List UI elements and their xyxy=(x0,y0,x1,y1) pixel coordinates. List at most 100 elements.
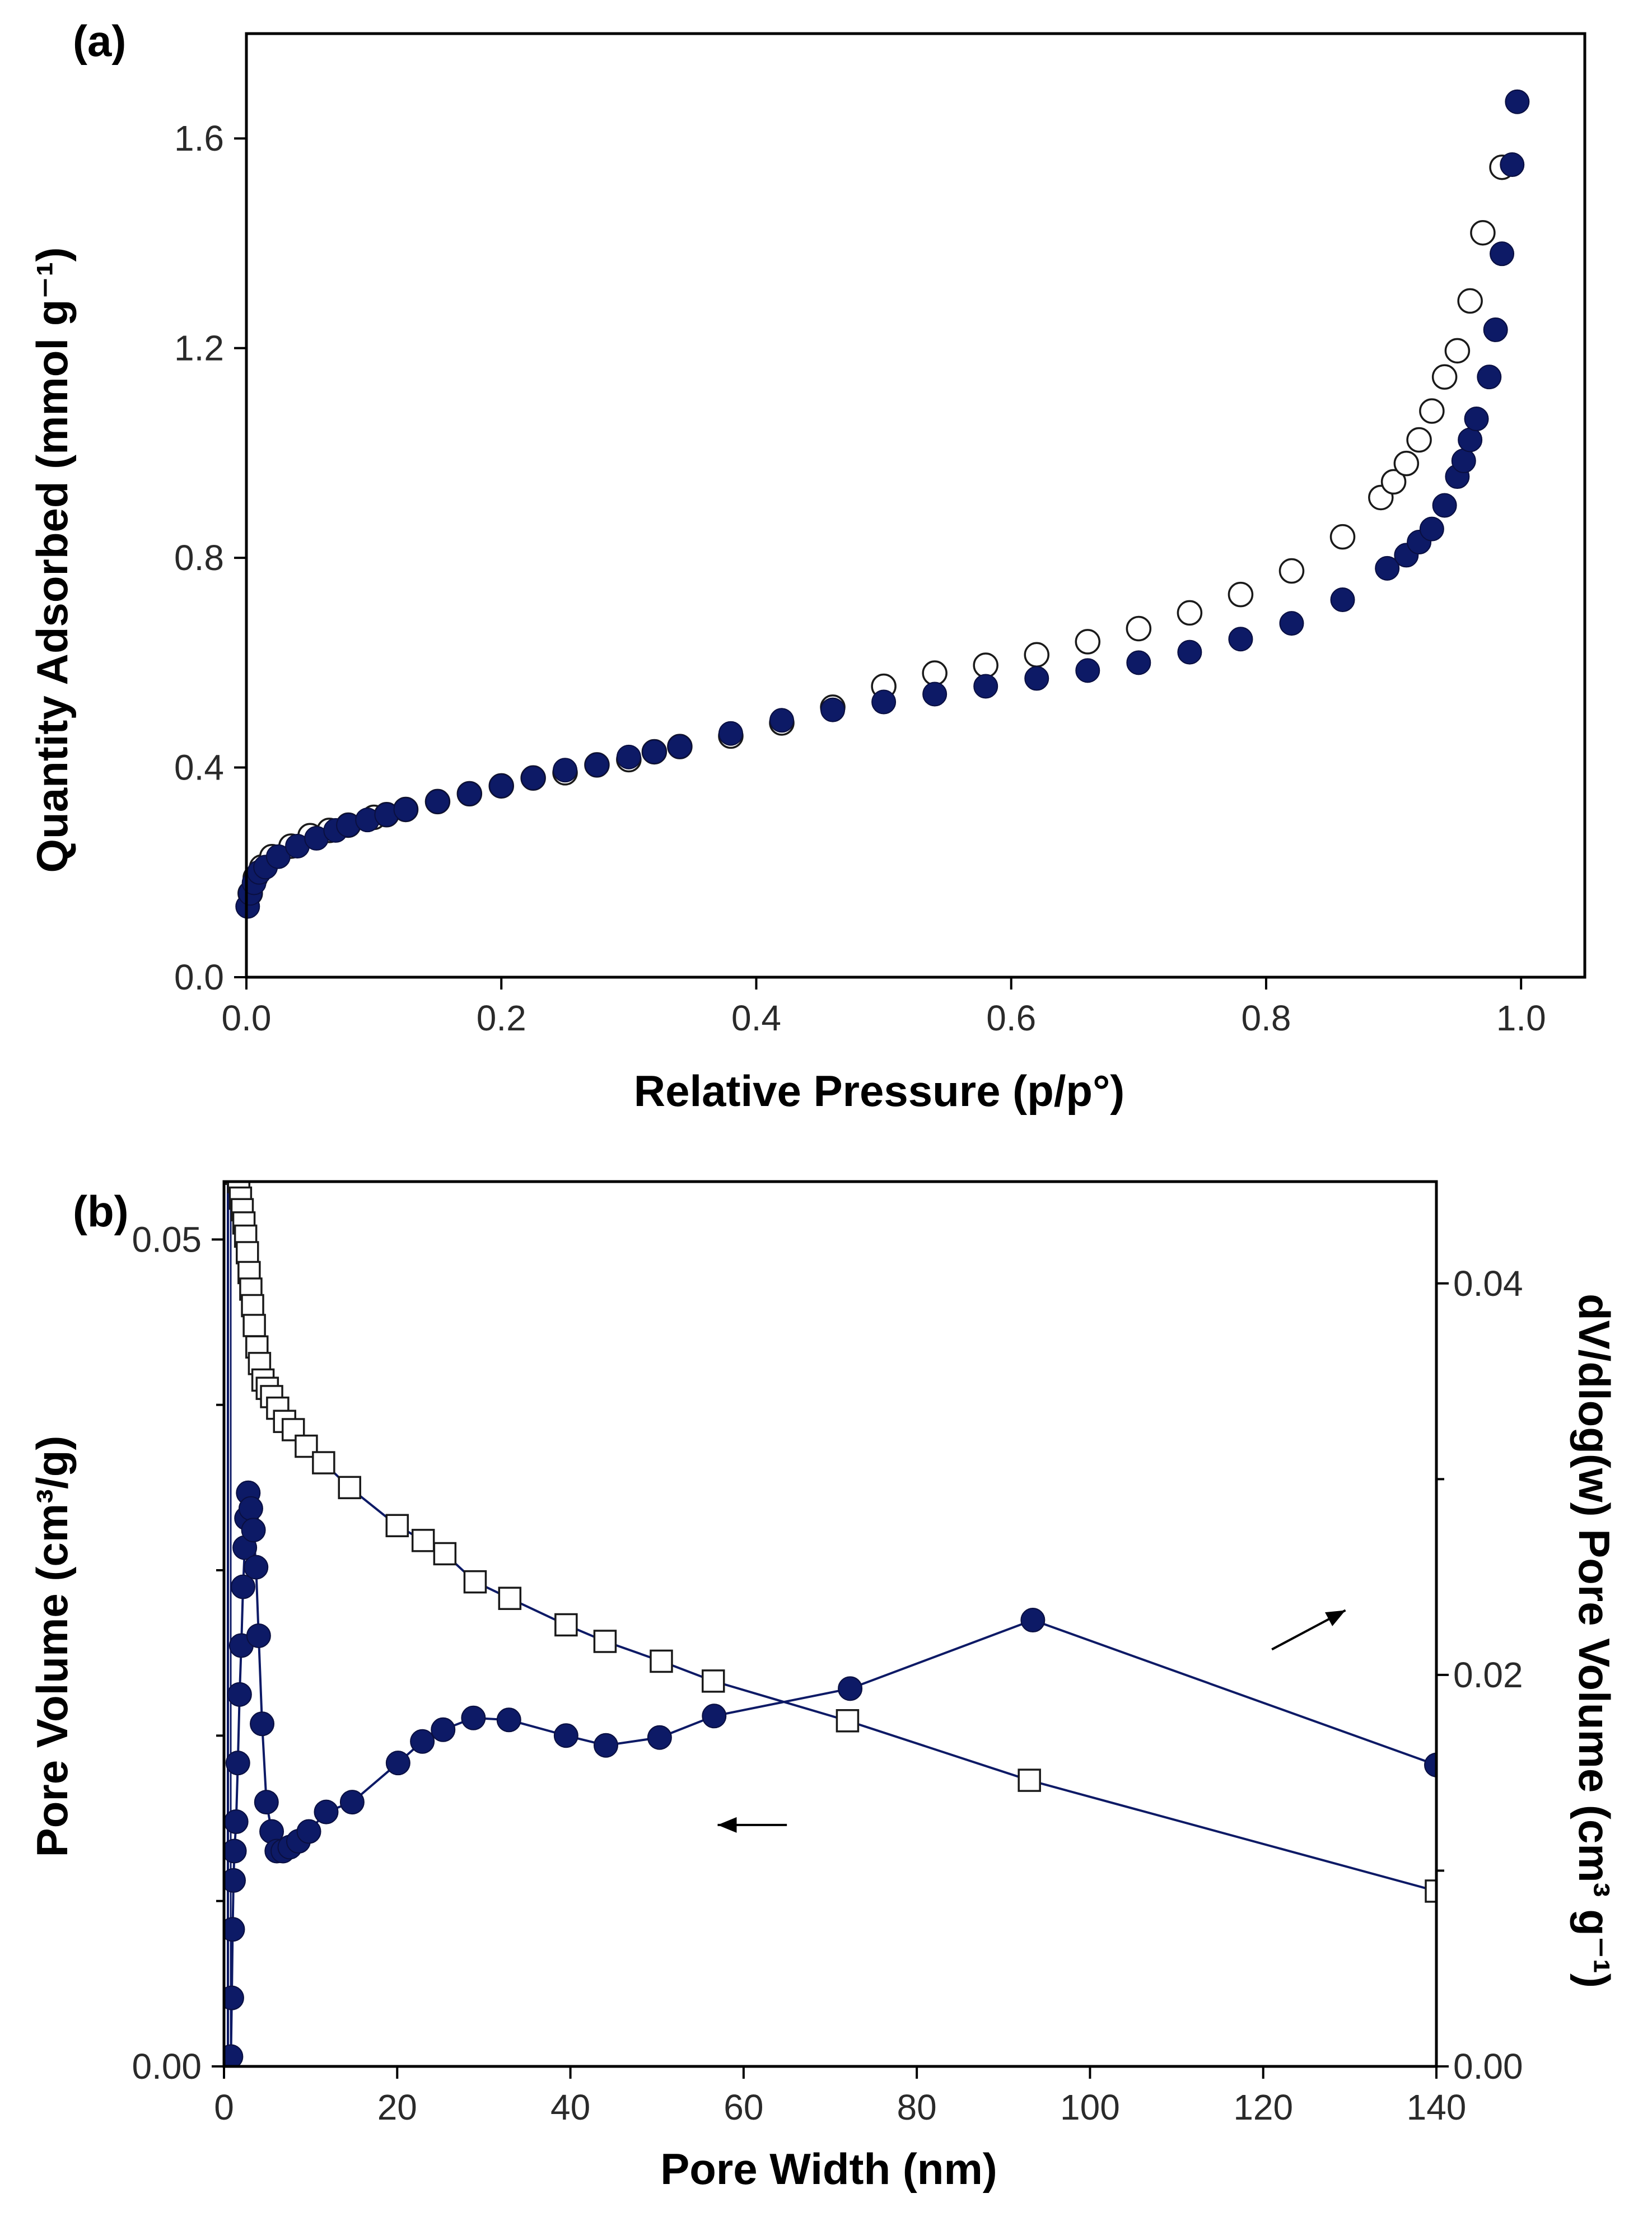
b-pore-volume-point xyxy=(385,1514,409,1538)
b-x-tick-label: 140 xyxy=(1407,2087,1467,2127)
a-desorption-point xyxy=(1278,558,1305,584)
a-adsorption-point xyxy=(1024,666,1049,691)
a-axes-frame xyxy=(245,32,1586,979)
b-left-y-tick-label: 0.05 xyxy=(132,1219,202,1259)
a-adsorption-point xyxy=(667,734,692,759)
panel-a-adsorption-isotherm: (a) 0.0 0.2 0.4 0.6 0.8 1.0 0.0 0.4 0.8 1.2 1.6 Re… xyxy=(27,16,1586,1116)
panel-b-left-y-axis-title: Pore Volume (cm³/g) xyxy=(27,1436,77,1858)
b-pore-volume-point xyxy=(281,1418,305,1441)
panel-a-x-axis-title: Relative Pressure (p/p°) xyxy=(634,1066,1125,1116)
b-dv-dlogw-point xyxy=(385,1751,410,1776)
a-y-tick-label: 0.0 xyxy=(174,957,224,997)
a-adsorption-point xyxy=(489,773,514,799)
b-dv-dlogw-point xyxy=(224,1985,244,2010)
a-desorption-point xyxy=(1228,581,1254,608)
b-dv-dlogw-point xyxy=(224,1917,245,1942)
a-desorption-point xyxy=(1393,450,1420,477)
a-desorption-point xyxy=(1380,469,1407,495)
b-dv-dlogw-point xyxy=(227,1682,252,1707)
b-x-tick-label: 120 xyxy=(1233,2087,1293,2127)
a-desorption-point xyxy=(1406,427,1432,453)
b-dv-dlogw-point xyxy=(254,1790,279,1815)
b-pore-volume-point xyxy=(1018,1768,1041,1792)
a-adsorption-point xyxy=(1451,448,1476,473)
b-pore-volume-point xyxy=(701,1669,725,1693)
b-dv-dlogw-point xyxy=(410,1729,435,1754)
panel-b-right-y-axis-title: dV/dlog(w) Pore Volume (cm³ g⁻¹) xyxy=(1570,1294,1619,1988)
b-pore-volume-point xyxy=(650,1649,673,1673)
b-dv-dlogw-point xyxy=(250,1711,275,1737)
panel-a-plot-area: 0.0 0.2 0.4 0.6 0.8 1.0 0.0 0.4 0.8 1.2 1.6 xyxy=(174,32,1586,1038)
panel-a-label: (a) xyxy=(73,16,126,66)
b-pore-volume-point xyxy=(593,1630,617,1653)
a-adsorption-point xyxy=(1330,587,1355,612)
a-x-tick-label: 0.6 xyxy=(986,998,1036,1038)
b-x-tick-label: 80 xyxy=(897,2087,937,2127)
b-dv-dlogw-point xyxy=(314,1799,339,1824)
b-dv-dlogw-point xyxy=(431,1717,456,1742)
a-desorption-point xyxy=(973,652,998,678)
b-dv-dlogw-point xyxy=(224,2044,244,2066)
a-adsorption-point xyxy=(871,689,897,715)
b-dv-dlogw-point xyxy=(702,1704,727,1729)
a-y-tick-label: 0.8 xyxy=(174,538,224,578)
b-x-tick-label: 100 xyxy=(1060,2087,1120,2127)
b-pore-volume-point xyxy=(241,1294,264,1318)
a-adsorption-point xyxy=(584,752,609,777)
a-adsorption-point xyxy=(1419,516,1444,542)
a-desorption-point xyxy=(1024,642,1049,668)
b-dv-dlogw-point xyxy=(231,1574,256,1599)
b-dv-dlogw-point xyxy=(224,1809,249,1835)
a-adsorption-point xyxy=(1228,627,1253,652)
b-pore-volume-point xyxy=(836,1709,860,1733)
b-axes-frame xyxy=(222,1180,1438,2068)
b-dv-dlogw-point xyxy=(246,1623,271,1648)
b-dv-dlogw-point xyxy=(339,1790,365,1815)
a-adsorption-point xyxy=(425,789,450,814)
b-right-y-tick-label: 0.02 xyxy=(1453,1655,1523,1695)
b-dv-dlogw-point xyxy=(225,1751,250,1776)
b-dv-dlogw-point xyxy=(553,1723,578,1748)
a-y-tick-label: 1.6 xyxy=(174,118,224,158)
b-dv-dlogw-point xyxy=(496,1707,521,1733)
a-adsorption-point xyxy=(922,682,948,707)
a-adsorption-point xyxy=(820,697,846,722)
b-pore-volume-point xyxy=(498,1586,522,1610)
b-dv-dlogw-point xyxy=(593,1733,618,1758)
panel-b-label: (b) xyxy=(73,1187,129,1236)
b-pore-volume-point xyxy=(312,1451,335,1474)
a-adsorption-point xyxy=(1505,89,1530,114)
b-pore-volume-point xyxy=(236,1241,259,1264)
b-right-y-tick-label: 0.04 xyxy=(1453,1263,1523,1304)
b-pore-volume-point xyxy=(463,1570,487,1594)
a-desorption-point xyxy=(1075,629,1101,655)
b-dv-dlogw-point xyxy=(1020,1608,1046,1633)
b-x-tick-label: 40 xyxy=(550,2087,590,2127)
a-adsorption-point xyxy=(1483,317,1508,342)
a-desorption-point xyxy=(1329,524,1356,550)
b-dv-dlogw-point xyxy=(224,1838,247,1864)
a-x-tick-label: 0.4 xyxy=(731,998,781,1038)
a-adsorption-point xyxy=(553,758,578,783)
a-adsorption-point xyxy=(393,797,418,822)
b-x-tick-label: 20 xyxy=(377,2087,417,2127)
panel-b-pore-size-distribution: (b) 0 20 40 60 80 100 120 1400.000.050.000.020.… xyxy=(27,1180,1619,2194)
a-adsorption-point xyxy=(1464,407,1489,432)
a-adsorption-point xyxy=(1375,556,1400,581)
a-adsorption-point xyxy=(973,674,998,699)
a-desorption-point xyxy=(1444,338,1471,364)
a-adsorption-point xyxy=(1432,493,1457,518)
b-pore-volume-point xyxy=(554,1613,578,1637)
b-arrowhead-right-icon xyxy=(1325,1610,1346,1626)
b-left-y-tick-label: 0.00 xyxy=(132,2046,202,2087)
a-adsorption-point xyxy=(1177,640,1202,665)
a-adsorption-point xyxy=(1279,611,1304,636)
b-series-group xyxy=(224,1182,1436,2066)
b-dv-dlogw-point xyxy=(244,1555,269,1580)
a-adsorption-point xyxy=(1075,658,1100,683)
b-dv-dlogw-point xyxy=(296,1819,321,1844)
panel-a-y-axis-title: Quantity Adsorbed (mmol g⁻¹) xyxy=(27,247,77,872)
